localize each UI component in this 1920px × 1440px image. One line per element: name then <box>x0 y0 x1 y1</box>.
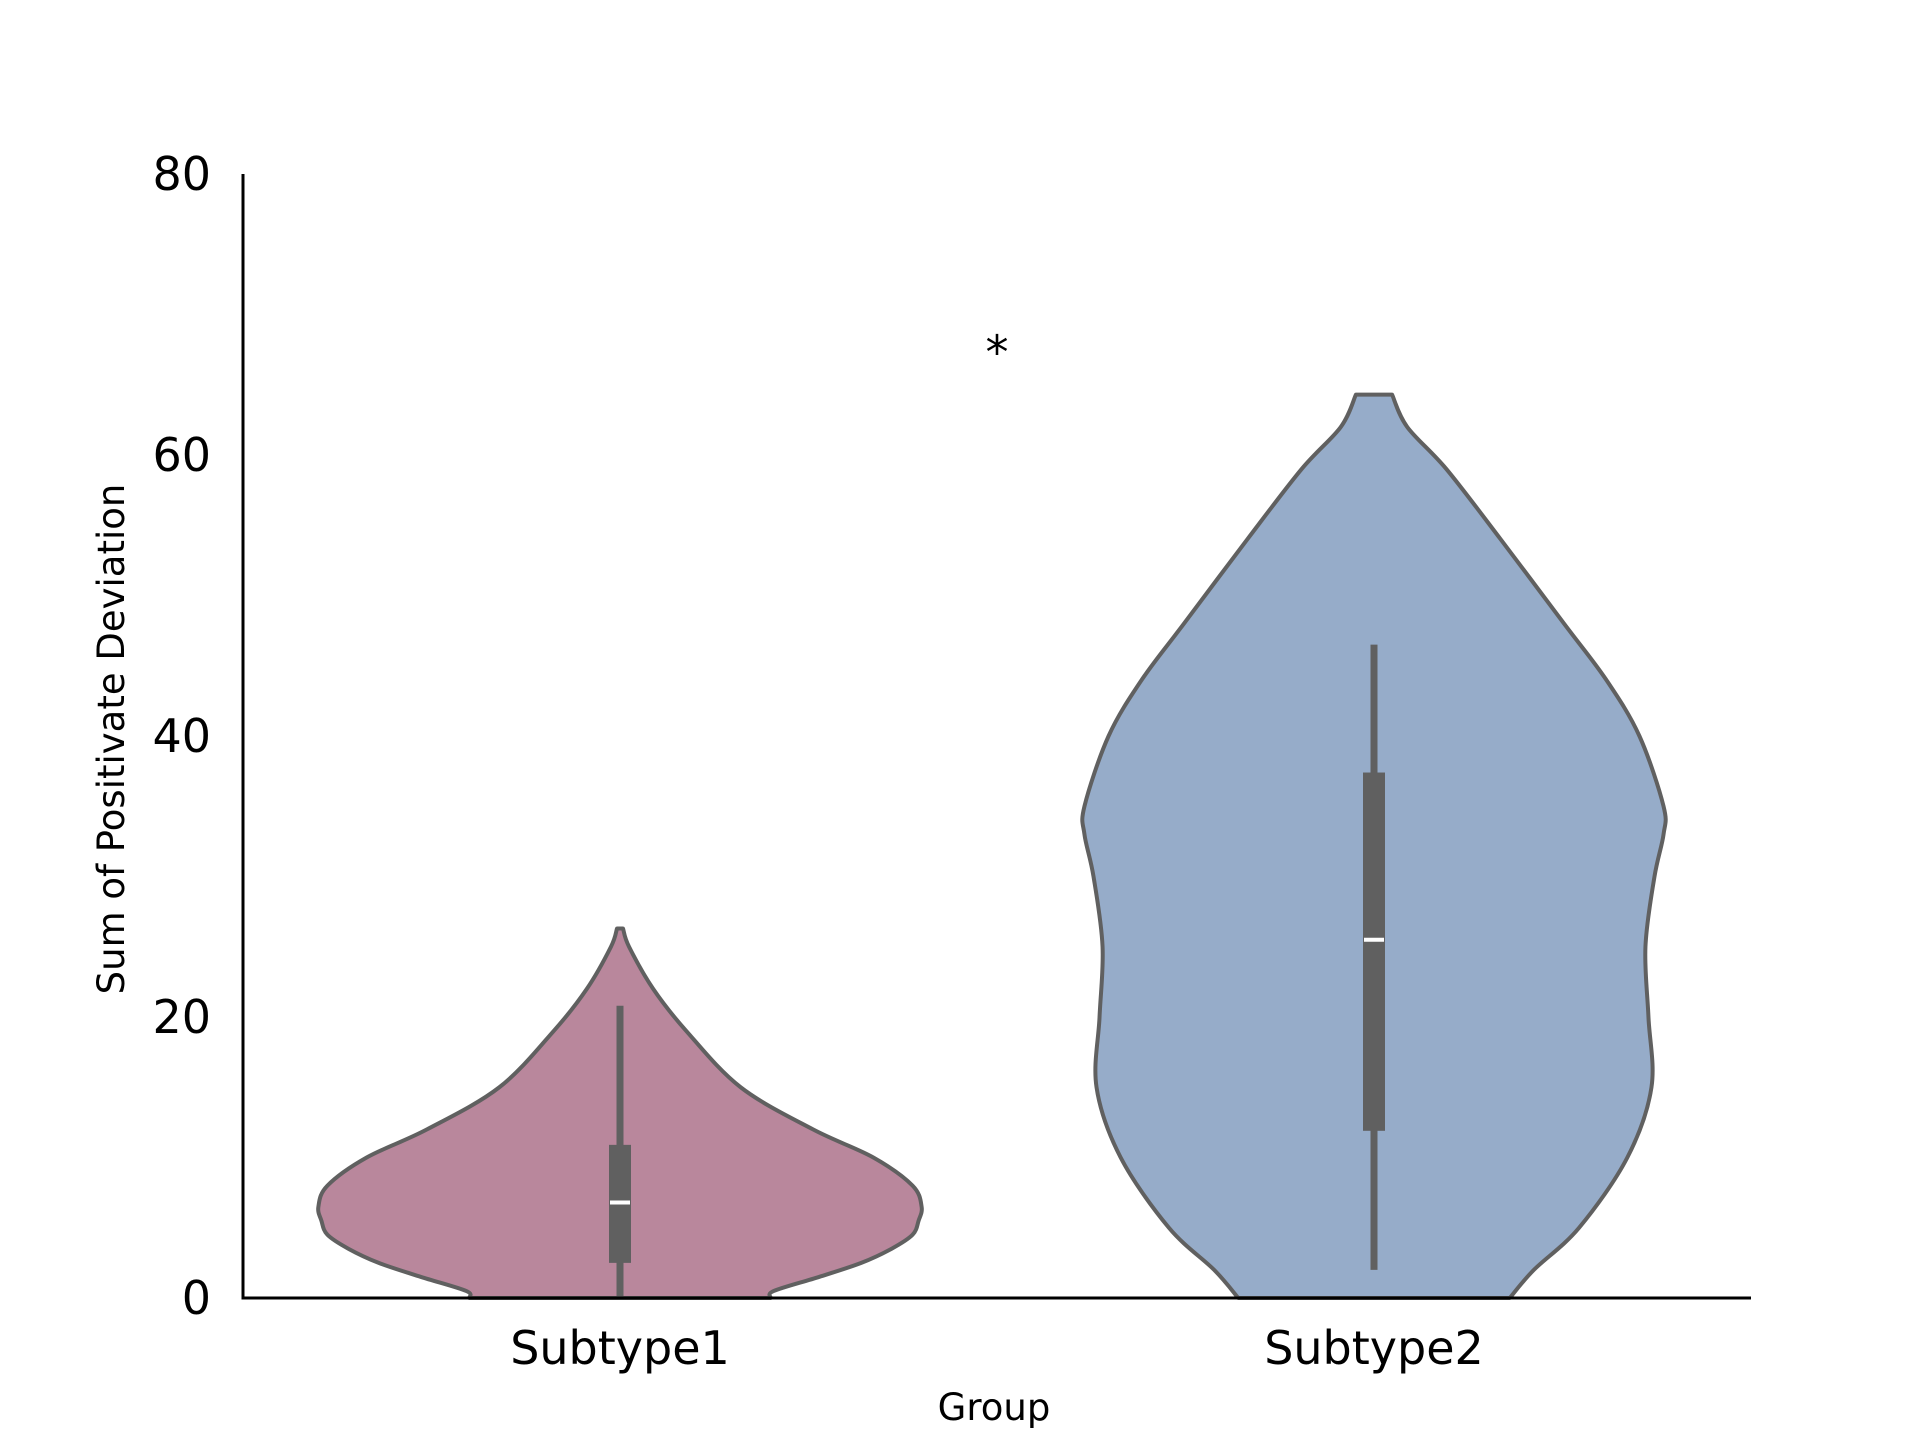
x-axis-title: Group <box>938 1386 1051 1429</box>
violins-layer <box>316 392 1668 1300</box>
x-tick-label: Subtype1 <box>510 1321 730 1375</box>
x-tick-label: Subtype2 <box>1264 1321 1484 1375</box>
y-tick-label: 0 <box>182 1271 211 1325</box>
y-axis-title: Sum of Positivate Deviation <box>90 484 133 995</box>
y-tick-label: 80 <box>152 147 211 201</box>
y-ticks: 0 20 40 60 80 <box>152 147 211 1325</box>
y-tick-label: 20 <box>152 990 211 1044</box>
significance-annotation: * <box>986 326 1009 380</box>
y-tick-label: 40 <box>152 709 211 763</box>
boxes-layer <box>609 644 1385 1298</box>
iqr-box-subtype2 <box>1363 772 1385 1131</box>
y-tick-label: 60 <box>152 428 211 482</box>
x-ticks: Subtype1 Subtype2 <box>510 1321 1484 1375</box>
